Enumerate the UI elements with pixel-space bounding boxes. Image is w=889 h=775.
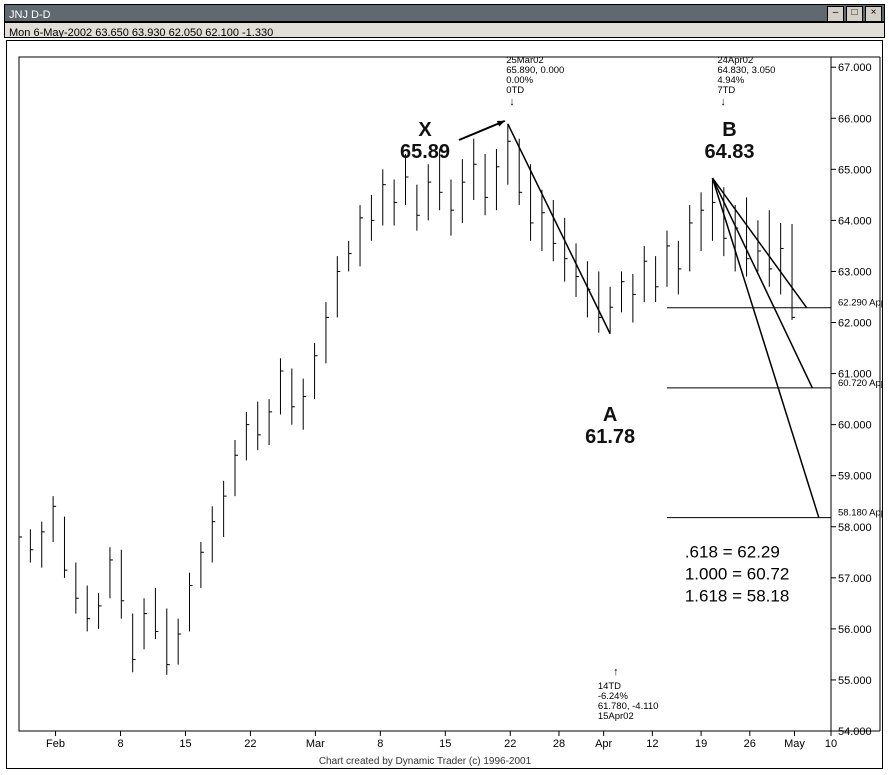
window-titlebar: JNJ D-D – □ × <box>4 4 885 22</box>
ohlc-readout: Mon 6-May-2002 63.650 63.930 62.050 62.1… <box>5 26 277 38</box>
svg-text:56.000: 56.000 <box>838 624 872 636</box>
svg-text:1.618 = 58.18: 1.618 = 58.18 <box>685 586 789 605</box>
maximize-button[interactable]: □ <box>846 6 863 22</box>
svg-text:↑: ↑ <box>613 666 619 678</box>
svg-text:7TD: 7TD <box>717 85 735 96</box>
svg-text:57.000: 57.000 <box>838 573 872 585</box>
svg-text:58.000: 58.000 <box>838 522 872 534</box>
svg-text:59.000: 59.000 <box>838 471 872 483</box>
svg-text:↓: ↓ <box>509 96 515 108</box>
svg-text:19: 19 <box>695 738 707 750</box>
svg-text:0TD: 0TD <box>506 85 524 96</box>
svg-text:22: 22 <box>504 738 516 750</box>
svg-text:May: May <box>784 738 805 750</box>
chart-area: 54.000 55.000 56.000 57.000 58.000 59.000 60.0… <box>6 40 883 769</box>
svg-text:1.000 = 60.72: 1.000 = 60.72 <box>685 564 789 583</box>
svg-text:60.000: 60.000 <box>838 420 872 432</box>
svg-text:62.000: 62.000 <box>838 318 872 330</box>
svg-text:64.83: 64.83 <box>704 141 754 163</box>
svg-text:15: 15 <box>439 738 451 750</box>
status-bar: Mon 6-May-2002 63.650 63.930 62.050 62.1… <box>4 22 885 38</box>
svg-text:.618 = 62.29: .618 = 62.29 <box>685 542 780 561</box>
svg-text:66.000: 66.000 <box>838 113 872 125</box>
svg-text:22: 22 <box>244 738 256 750</box>
svg-text:Apr: Apr <box>595 738 612 750</box>
svg-text:10: 10 <box>825 738 837 750</box>
svg-text:65.89: 65.89 <box>400 141 450 163</box>
svg-text:B: B <box>722 119 736 141</box>
svg-text:Mar: Mar <box>306 738 325 750</box>
svg-text:54.000: 54.000 <box>838 726 872 738</box>
svg-text:15Apr02: 15Apr02 <box>598 711 634 722</box>
svg-text:60.720 App 1.000: 60.720 App 1.000 <box>838 378 882 389</box>
svg-text:62.290 App 0.618: 62.290 App 0.618 <box>838 298 882 309</box>
svg-text:↓: ↓ <box>720 96 726 108</box>
svg-text:Chart created by Dynamic Trade: Chart created by Dynamic Trader (c) 1996… <box>319 756 532 767</box>
svg-text:8: 8 <box>117 738 123 750</box>
price-chart: 54.000 55.000 56.000 57.000 58.000 59.000 60.0… <box>7 41 882 768</box>
svg-text:65.000: 65.000 <box>838 164 872 176</box>
svg-text:58.180 App 1.618: 58.180 App 1.618 <box>838 508 882 519</box>
svg-text:64.000: 64.000 <box>838 215 872 227</box>
svg-text:61.78: 61.78 <box>585 426 635 448</box>
svg-text:A: A <box>603 404 617 426</box>
svg-text:X: X <box>418 119 432 141</box>
svg-text:26: 26 <box>744 738 756 750</box>
svg-text:12: 12 <box>646 738 658 750</box>
window-controls: – □ × <box>827 6 882 22</box>
window-title: JNJ D-D <box>5 8 55 22</box>
close-button[interactable]: × <box>865 6 882 22</box>
svg-text:28: 28 <box>553 738 565 750</box>
svg-text:67.000: 67.000 <box>838 62 872 74</box>
svg-text:55.000: 55.000 <box>838 675 872 687</box>
svg-text:8: 8 <box>377 738 383 750</box>
svg-text:15: 15 <box>179 738 191 750</box>
minimize-button[interactable]: – <box>827 6 844 22</box>
svg-text:Feb: Feb <box>46 738 65 750</box>
svg-text:63.000: 63.000 <box>838 266 872 278</box>
